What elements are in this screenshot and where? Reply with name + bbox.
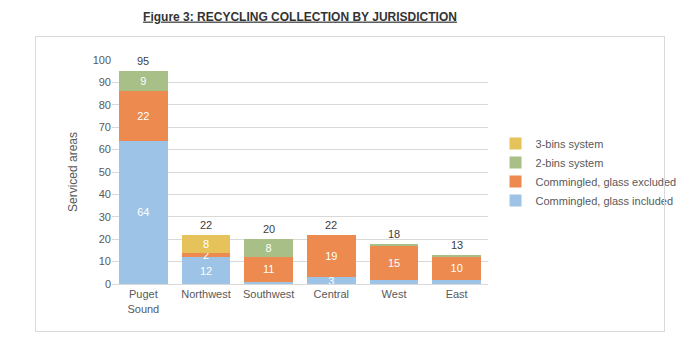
svg-text:3: 3 — [328, 275, 334, 287]
svg-text:West: West — [382, 288, 407, 300]
svg-text:11: 11 — [263, 263, 274, 275]
svg-text:40: 40 — [99, 188, 111, 200]
svg-text:12: 12 — [200, 265, 212, 277]
svg-text:20: 20 — [99, 233, 111, 245]
svg-text:Central: Central — [314, 288, 349, 300]
svg-text:PugetSound: PugetSound — [127, 288, 159, 314]
svg-text:22: 22 — [200, 219, 212, 231]
svg-text:2-bins system: 2-bins system — [536, 157, 604, 169]
svg-text:Southwest: Southwest — [243, 288, 294, 300]
svg-text:10: 10 — [99, 255, 111, 267]
svg-text:15: 15 — [388, 257, 400, 269]
svg-text:30: 30 — [99, 211, 111, 223]
svg-text:95: 95 — [137, 55, 149, 67]
svg-text:3-bins system: 3-bins system — [536, 138, 604, 150]
svg-text:Commingled, glass included: Commingled, glass included — [536, 195, 674, 207]
svg-text:90: 90 — [99, 76, 111, 88]
svg-text:19: 19 — [325, 250, 337, 262]
svg-text:10: 10 — [451, 262, 463, 274]
svg-text:70: 70 — [99, 121, 111, 133]
svg-text:13: 13 — [451, 239, 463, 251]
svg-text:22: 22 — [137, 110, 149, 122]
svg-text:20: 20 — [263, 223, 275, 235]
svg-text:East: East — [446, 288, 468, 300]
svg-text:9: 9 — [140, 75, 146, 87]
svg-text:22: 22 — [325, 219, 337, 231]
svg-text:18: 18 — [388, 228, 400, 240]
svg-text:0: 0 — [105, 278, 111, 290]
svg-text:Northwest: Northwest — [181, 288, 231, 300]
svg-text:8: 8 — [266, 242, 272, 254]
svg-text:Figure 3: RECYCLING COLLECTION: Figure 3: RECYCLING COLLECTION BY JURISD… — [143, 10, 457, 24]
svg-text:100: 100 — [93, 54, 111, 66]
svg-text:Commingled, glass excluded: Commingled, glass excluded — [536, 176, 677, 188]
svg-text:50: 50 — [99, 166, 111, 178]
svg-text:64: 64 — [137, 206, 149, 218]
svg-text:Serviced areas: Serviced areas — [66, 132, 80, 212]
svg-text:60: 60 — [99, 143, 111, 155]
svg-text:80: 80 — [99, 99, 111, 111]
svg-text:8: 8 — [203, 238, 209, 250]
svg-text:2: 2 — [203, 249, 209, 261]
